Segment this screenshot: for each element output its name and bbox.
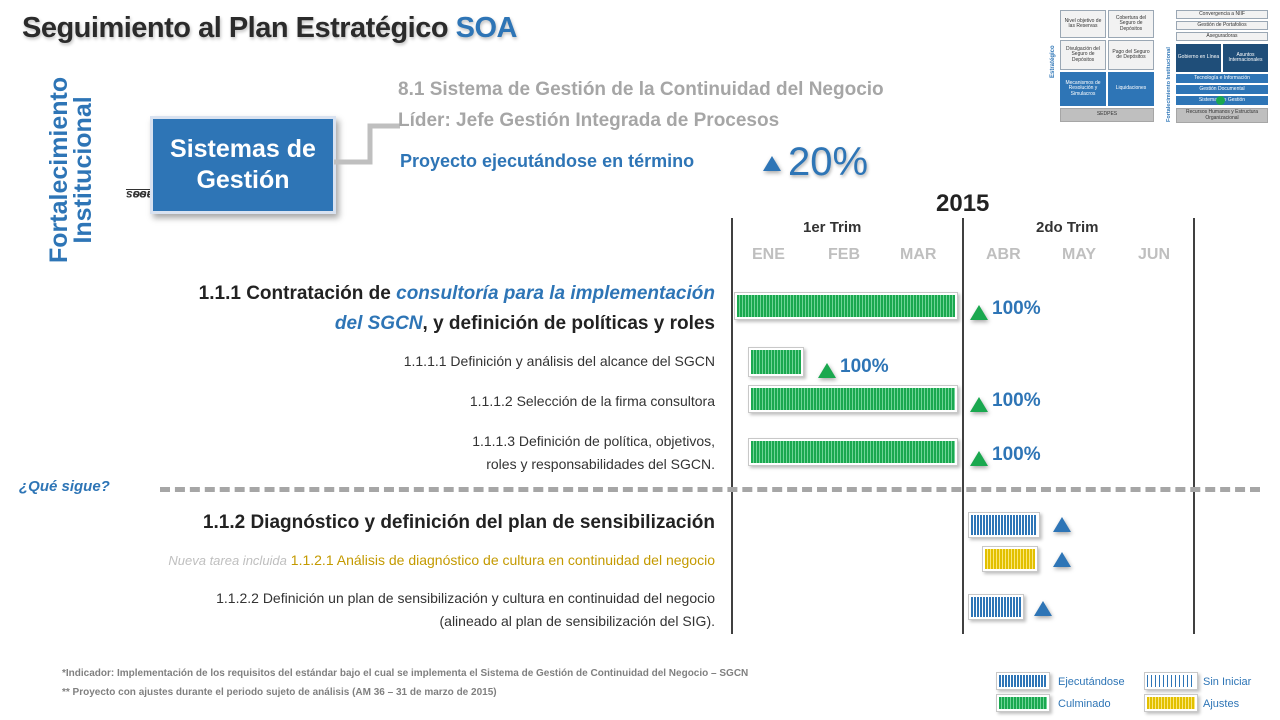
- triangle-up-icon: [970, 451, 988, 466]
- thumb-box: Liquidaciones: [1108, 72, 1154, 106]
- month-label: FEB: [828, 246, 860, 263]
- thumb-box: Recursos Humanos y Estructura Organizaci…: [1176, 108, 1268, 123]
- thumb-vertical-left: Estratégico: [1050, 45, 1056, 78]
- management-systems-box: Sistemas de Gestión: [150, 116, 336, 214]
- triangle-up-icon: [818, 363, 836, 378]
- new-task-tag: Nueva tarea incluida: [168, 553, 287, 568]
- timeline-end-line: [1193, 218, 1195, 634]
- quarter-divider-line: [962, 218, 964, 634]
- task-bar-1-1-2-1: [982, 546, 1038, 572]
- legend-executing: Ejecutándose: [1058, 676, 1125, 688]
- task-progress-1-1-1: 100%: [970, 298, 1041, 320]
- project-progress: 20%: [788, 140, 869, 184]
- thumb-vertical-right: Fortalecimiento Institucional: [1166, 47, 1172, 122]
- task-bar-1-1-1-2: [748, 385, 958, 413]
- legend-swatch-finished: [996, 694, 1050, 712]
- thumb-box: Pago del Seguro de Depósitos: [1108, 40, 1154, 70]
- task-1-1-2-2-label: 1.1.2.2 Definición un plan de sensibiliz…: [216, 590, 715, 629]
- month-label: MAY: [1062, 246, 1097, 263]
- project-name: 8.1 Sistema de Gestión de la Continuidad…: [398, 79, 884, 100]
- timeline-year: 2015: [936, 190, 990, 217]
- legend-swatch-executing: [996, 672, 1050, 690]
- thumb-box: Cobertura del Seguro de Depósitos: [1108, 10, 1154, 38]
- thumb-box: Gestión de Portafolios: [1176, 21, 1268, 30]
- task-progress-1-1-1-3: 100%: [970, 444, 1041, 466]
- thumb-box: Convergencia a NIIF: [1176, 10, 1268, 19]
- thumb-box: Tecnología e Información: [1176, 74, 1268, 83]
- triangle-up-icon: [970, 397, 988, 412]
- quarter-label: 1er Trim: [803, 219, 862, 236]
- project-leader: Líder: Jefe Gestión Integrada de Proceso…: [398, 110, 780, 131]
- task-1-1-1-3-label: 1.1.1.3 Definición de política, objetivo…: [472, 433, 715, 472]
- triangle-up-icon: [763, 156, 781, 171]
- legend-swatch-not-started: [1144, 672, 1198, 690]
- timeline-start-line: [731, 218, 733, 634]
- highlight-dot-icon: [1216, 96, 1225, 105]
- month-label: ENE: [752, 246, 785, 263]
- task-1-1-1-label: 1.1.1 Contratación de consultoría para l…: [198, 283, 715, 334]
- whats-next-label: ¿Qué sigue?: [19, 478, 110, 495]
- thumb-box: Aseguradoras: [1176, 32, 1268, 41]
- thumb-box: Asuntos Internacionales: [1223, 44, 1268, 72]
- thumb-box: Gobierno en Línea: [1176, 44, 1221, 72]
- triangle-up-icon: [1053, 517, 1071, 532]
- legend-finished: Culminado: [1058, 698, 1111, 710]
- task-1-1-2-label: 1.1.2 Diagnóstico y definición del plan …: [202, 512, 715, 533]
- task-1-1-1-2-label: 1.1.1.2 Selección de la firma consultora: [469, 393, 715, 409]
- thumb-box: Mecanismos de Resolución y Simulacros: [1060, 72, 1106, 106]
- triangle-up-icon: [970, 305, 988, 320]
- task-bar-1-1-1-1: [748, 347, 804, 377]
- triangle-up-icon: [1053, 552, 1071, 567]
- task-1-1-1-1-label: 1.1.1.1 Definición y análisis del alcanc…: [403, 353, 715, 369]
- vertical-section-title: Fortalecimiento Institucional: [45, 76, 97, 263]
- task-progress-1-1-1-1: 100%: [818, 356, 889, 378]
- footnote-indicator: *Indicador: Implementación de los requis…: [62, 668, 749, 679]
- task-1-1-2-1-label: Nueva tarea incluida 1.1.2.1 Análisis de…: [168, 552, 715, 568]
- thumb-box: Divulgación del Seguro de Depósitos: [1060, 40, 1106, 70]
- thumb-box: Nivel objetivo de las Reservas: [1060, 10, 1106, 38]
- month-label: ABR: [986, 246, 1021, 263]
- legend-not-started: Sin Iniciar: [1203, 676, 1252, 688]
- task-bar-1-1-1: [734, 292, 958, 320]
- month-label: JUN: [1138, 246, 1171, 263]
- footnote-adjustments: ** Proyecto con ajustes durante el perio…: [62, 687, 497, 698]
- thumb-box: Gestión Documental: [1176, 85, 1268, 94]
- triangle-up-icon: [1034, 601, 1052, 616]
- section-divider: [160, 487, 1260, 492]
- page-title: Seguimiento al Plan Estratégico SOA: [22, 12, 517, 44]
- processes-label: ProcesosInternos: [96, 118, 180, 208]
- month-label: MAR: [900, 246, 937, 263]
- legend-adjustments: Ajustes: [1203, 698, 1240, 710]
- legend-swatch-adjustments: [1144, 694, 1198, 712]
- thumb-box: SEDPES: [1060, 108, 1154, 122]
- task-progress-1-1-1-2: 100%: [970, 390, 1041, 412]
- project-status: Proyecto ejecutándose en término: [400, 151, 695, 171]
- quarter-label: 2do Trim: [1036, 219, 1099, 236]
- task-bar-1-1-1-3: [748, 438, 958, 466]
- task-bar-1-1-2: [968, 512, 1040, 538]
- connector-line: [334, 123, 400, 165]
- strategic-map-thumbnail: Estratégico Nivel objetivo de las Reserv…: [1048, 8, 1270, 124]
- task-bar-1-1-2-2: [968, 594, 1024, 620]
